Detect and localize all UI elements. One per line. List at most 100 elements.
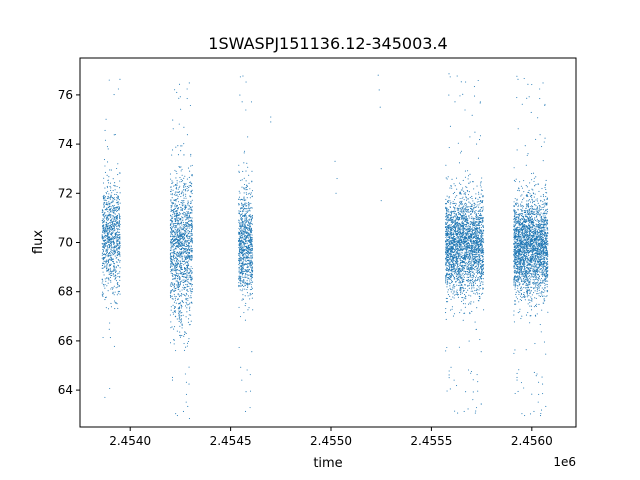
data-point (174, 169, 176, 171)
data-point (458, 226, 460, 228)
data-point (246, 288, 248, 291)
data-point (248, 228, 250, 230)
data-point (241, 280, 243, 282)
data-point (187, 264, 190, 266)
data-point (175, 194, 177, 196)
data-point (243, 263, 245, 265)
data-point (178, 245, 181, 247)
data-point (172, 119, 174, 121)
data-point (117, 221, 119, 223)
data-point (450, 185, 452, 187)
data-point (449, 234, 451, 236)
data-point (169, 253, 171, 255)
data-point (112, 260, 114, 263)
data-point (477, 216, 479, 218)
data-point (446, 230, 448, 232)
data-point (462, 297, 464, 299)
data-point (112, 178, 114, 180)
data-point (251, 263, 253, 266)
data-point (191, 258, 193, 260)
data-point (242, 236, 244, 238)
data-point (188, 252, 191, 255)
data-point (472, 248, 474, 250)
data-point (249, 280, 251, 282)
data-point (113, 285, 115, 287)
data-point (459, 280, 461, 282)
data-point (190, 232, 192, 234)
data-point (242, 253, 244, 255)
data-point (189, 170, 191, 172)
data-point (246, 259, 249, 262)
data-point (180, 244, 182, 246)
data-point (240, 239, 243, 241)
data-point (181, 145, 183, 147)
data-point (183, 247, 185, 250)
data-point (175, 248, 177, 250)
data-point (104, 246, 106, 248)
data-point (183, 182, 185, 184)
data-point (250, 260, 252, 262)
data-point (464, 293, 466, 296)
data-point (455, 221, 457, 224)
data-point (480, 182, 482, 184)
data-point (454, 410, 456, 412)
data-point (247, 309, 249, 311)
data-point (476, 279, 478, 281)
data-point (473, 275, 475, 277)
data-point (189, 255, 191, 257)
data-point (483, 240, 485, 242)
data-point (473, 284, 475, 286)
data-point (170, 290, 172, 292)
data-point (106, 185, 108, 188)
data-point (113, 243, 115, 245)
data-point (172, 289, 174, 291)
data-point (189, 268, 191, 270)
data-point (171, 252, 173, 254)
data-point (188, 176, 190, 179)
data-point (464, 202, 467, 204)
data-point (454, 219, 456, 221)
data-point (461, 237, 464, 239)
data-point (176, 266, 178, 268)
data-point (175, 210, 177, 212)
data-point (474, 269, 476, 271)
data-point (185, 227, 187, 229)
data-point (242, 211, 244, 213)
data-point (106, 146, 109, 148)
data-point (190, 190, 192, 192)
data-point (178, 97, 180, 99)
data-point (446, 269, 448, 271)
data-point (109, 258, 111, 260)
data-point (468, 216, 470, 218)
data-point (173, 293, 175, 295)
data-point (471, 257, 473, 259)
data-point (251, 257, 254, 259)
data-point (110, 187, 112, 189)
data-point (174, 311, 177, 313)
data-point (107, 197, 109, 199)
data-point (173, 284, 175, 286)
data-point (238, 253, 240, 255)
data-point (183, 251, 185, 253)
data-point (250, 293, 252, 295)
data-point (178, 269, 180, 271)
data-point (446, 248, 448, 250)
data-point (191, 248, 193, 250)
data-point (181, 168, 183, 170)
data-point (108, 273, 110, 275)
data-point (107, 233, 110, 235)
data-point (174, 316, 176, 318)
data-point (250, 274, 252, 276)
data-point (476, 270, 478, 272)
data-point (478, 268, 480, 270)
data-point (183, 243, 186, 245)
data-point (106, 225, 109, 227)
data-point (107, 236, 109, 239)
data-point (181, 174, 183, 176)
data-point (472, 379, 474, 381)
data-point (251, 271, 253, 273)
data-point (469, 280, 471, 282)
data-point (179, 319, 181, 321)
data-point (103, 231, 105, 233)
data-point (115, 248, 117, 250)
